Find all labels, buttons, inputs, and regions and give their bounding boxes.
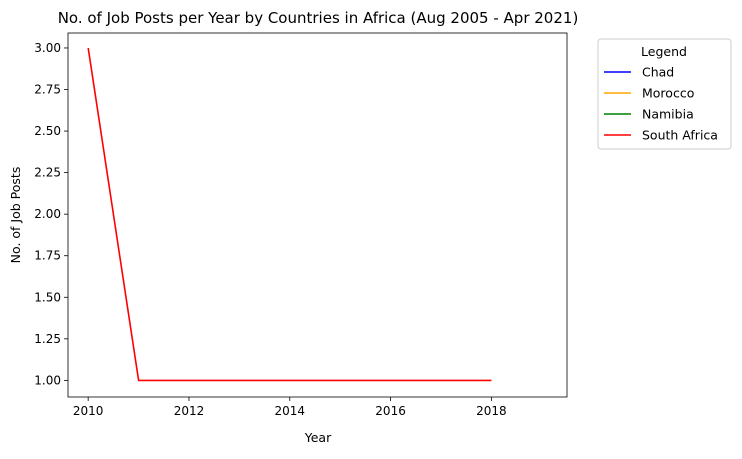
series-line-south-africa [87,47,492,382]
y-tick-label: 1.00 [34,373,61,387]
y-tick-label: 2.25 [34,166,61,180]
legend-items: Chad Morocco Namibia South Africa [604,65,718,143]
x-axis-label: Year [304,430,332,445]
x-tick-label: 2016 [375,404,406,418]
y-tick-label: 2.50 [34,124,61,138]
x-axis: 2010 2012 2014 2016 2018 [73,397,507,418]
y-tick-label: 2.00 [34,207,61,221]
y-tick-label: 2.75 [34,83,61,97]
chart-title: No. of Job Posts per Year by Countries i… [58,9,579,27]
legend: Legend Chad Morocco Namibia South Africa [597,38,732,150]
legend-label-south-africa: South Africa [642,128,718,143]
legend-label-morocco: Morocco [642,86,694,101]
x-tick-label: 2018 [476,404,507,418]
legend-label-namibia: Namibia [642,107,694,122]
y-axis-label: No. of Job Posts [8,167,23,264]
legend-title: Legend [641,44,687,59]
series-lines [87,47,492,382]
legend-label-chad: Chad [642,65,674,80]
legend-box [597,38,732,150]
x-tick-label: 2010 [73,404,104,418]
x-tick-label: 2014 [275,404,306,418]
y-tick-label: 3.00 [34,41,61,55]
y-axis: 1.00 1.25 1.50 1.75 2.00 2.25 2.50 2.75 3.00 [34,41,68,387]
plot-area: 1.00 1.25 1.50 1.75 2.00 2.25 2.50 2.75 3.00 201… [34,32,568,418]
x-tick-label: 2012 [174,404,205,418]
plot-frame [67,32,568,398]
y-tick-label: 1.50 [34,290,61,304]
y-tick-label: 1.25 [34,332,61,346]
y-tick-label: 1.75 [34,249,61,263]
